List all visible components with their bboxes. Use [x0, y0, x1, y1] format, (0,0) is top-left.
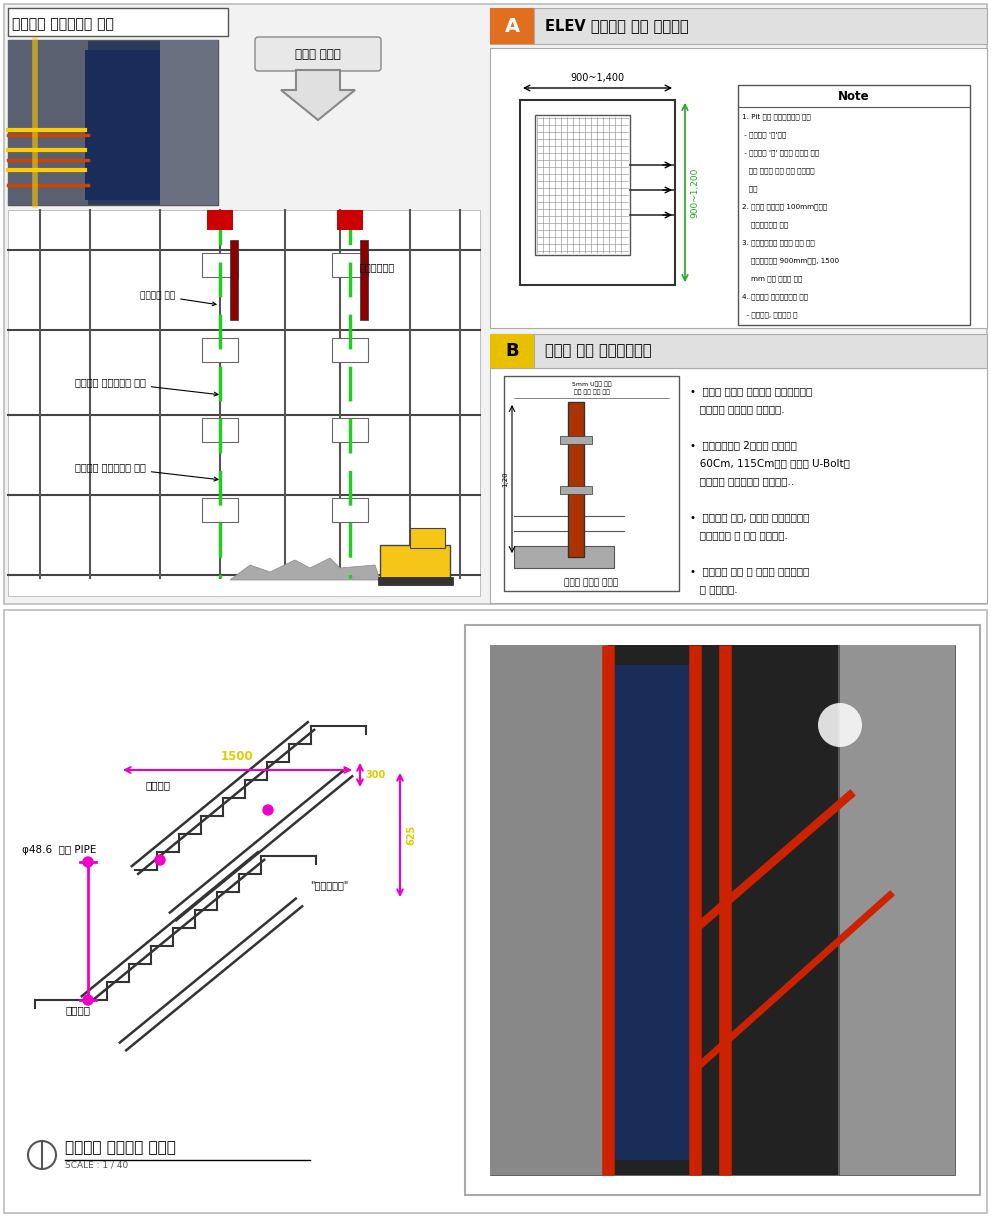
Text: 설치: 설치 — [742, 185, 757, 191]
Circle shape — [28, 1142, 56, 1170]
Bar — [514, 546, 614, 568]
Text: - 기본형은 'ㄱ'자형: - 기본형은 'ㄱ'자형 — [742, 131, 786, 138]
Bar — [85, 50, 160, 200]
Bar — [332, 498, 368, 522]
Text: •  단관파이프를 2단으로 바닥에서: • 단관파이프를 2단으로 바닥에서 — [690, 441, 797, 450]
Bar — [490, 333, 534, 368]
Circle shape — [818, 703, 862, 747]
Bar — [560, 486, 592, 494]
Circle shape — [83, 857, 93, 867]
Text: 파이브렴: 파이브렴 — [145, 780, 170, 790]
Bar — [465, 626, 980, 1195]
Bar — [202, 338, 238, 361]
Text: 3. 상부난간대는 바닥면 또는 동로: 3. 상부난간대는 바닥면 또는 동로 — [742, 239, 815, 246]
Bar — [8, 40, 218, 204]
Text: 또는 기존의 물품 다소 변경하여: 또는 기존의 물품 다소 변경하여 — [742, 167, 815, 174]
Bar — [337, 211, 363, 230]
Text: 625: 625 — [406, 825, 416, 845]
Bar — [615, 664, 700, 1160]
Polygon shape — [230, 559, 380, 581]
Bar — [378, 577, 453, 585]
Text: 안전대착용 후 작업 진행한다.: 안전대착용 후 작업 진행한다. — [690, 529, 788, 540]
Bar — [207, 211, 233, 230]
Text: 사용하여 안전난간을 설치한다..: 사용하여 안전난간을 설치한다.. — [690, 476, 794, 486]
Bar — [490, 9, 534, 44]
Bar — [490, 9, 987, 44]
Bar — [380, 545, 450, 581]
Text: 접근금지 수직보호망 설치: 접근금지 수직보호망 설치 — [12, 17, 114, 30]
Circle shape — [155, 856, 165, 865]
Bar — [490, 47, 987, 329]
Bar — [568, 402, 584, 557]
Text: 슬라브 단부 추락방지시설: 슬라브 단부 추락방지시설 — [545, 343, 651, 359]
Bar — [490, 645, 610, 1174]
Bar — [230, 240, 238, 320]
Text: 폐기물 반출구: 폐기물 반출구 — [295, 49, 341, 62]
Text: 판면으로부터 900mm이상, 1500: 판면으로부터 900mm이상, 1500 — [742, 257, 839, 264]
Text: 5mm U볼트 너트: 5mm U볼트 너트 — [572, 381, 611, 387]
Bar — [410, 528, 445, 548]
Bar — [608, 645, 838, 1174]
Text: φ48.6  단관 PIPE: φ48.6 단관 PIPE — [22, 845, 96, 856]
Text: Note: Note — [838, 90, 870, 103]
Bar — [840, 645, 955, 1174]
Bar — [504, 376, 679, 591]
Bar — [4, 4, 987, 604]
Text: 발끝막이판을 설치: 발끝막이판을 설치 — [742, 221, 788, 228]
Text: - 추락주의, 출입표시 등: - 추락주의, 출입표시 등 — [742, 312, 798, 318]
Circle shape — [263, 804, 273, 815]
Bar — [332, 253, 368, 277]
Text: "기성품상세": "기성품상세" — [310, 880, 349, 890]
Text: B: B — [505, 342, 519, 360]
Bar — [560, 436, 592, 444]
Bar — [332, 338, 368, 361]
Bar — [8, 40, 88, 204]
Text: 300: 300 — [365, 770, 385, 780]
Bar — [490, 333, 987, 368]
Text: 파이프렴: 파이프렴 — [65, 1005, 90, 1015]
Text: 900~1,200: 900~1,200 — [690, 167, 699, 218]
Text: ELEV 추락방지 시설 설치계획: ELEV 추락방지 시설 설치계획 — [545, 18, 689, 34]
Polygon shape — [281, 71, 355, 120]
Text: 1500: 1500 — [221, 750, 254, 763]
Text: 직보호망 설치: 직보호망 설치 — [140, 291, 216, 305]
Text: 60Cm, 115Cm되는 지점에 U-Bolt를: 60Cm, 115Cm되는 지점에 U-Bolt를 — [690, 458, 850, 469]
Bar — [202, 253, 238, 277]
Text: •  안전난간 설치, 해제시 해당근로자는: • 안전난간 설치, 해제시 해당근로자는 — [690, 512, 810, 522]
Text: 1. Pit 입구 형상감안하여 선정: 1. Pit 입구 형상감안하여 선정 — [742, 113, 811, 119]
Bar — [4, 610, 987, 1213]
Bar — [490, 368, 987, 602]
Text: 을 설치한다.: 을 설치한다. — [690, 584, 737, 594]
Bar — [332, 417, 368, 442]
Text: mm 이내 높이를 유지: mm 이내 높이를 유지 — [742, 275, 803, 281]
Text: A: A — [504, 17, 519, 35]
Text: 슬라브 난간대 상세도: 슬라브 난간대 상세도 — [565, 578, 618, 588]
Text: 2. 난간을 아래에는 100mm이상의: 2. 난간을 아래에는 100mm이상의 — [742, 203, 827, 209]
Bar — [160, 40, 218, 204]
Bar — [738, 85, 970, 325]
Text: 1,20: 1,20 — [502, 471, 508, 487]
Text: 900~1,400: 900~1,400 — [571, 73, 624, 83]
Text: •  작업구간 추락 및 낙임물 위험표지판: • 작업구간 추락 및 낙임물 위험표지판 — [690, 566, 810, 576]
Bar — [360, 240, 368, 320]
Text: 너트 이탈 방지 용접: 너트 이탈 방지 용접 — [574, 389, 609, 394]
Text: 접근금지 수직보호망 설치: 접근금지 수직보호망 설치 — [75, 377, 218, 396]
Text: SCALE : 1 / 40: SCALE : 1 / 40 — [65, 1161, 128, 1170]
Bar — [8, 211, 480, 596]
Text: 계단난간 안전시설 상세도: 계단난간 안전시설 상세도 — [65, 1140, 175, 1155]
Text: 맞닿도록 견고하게 설치한다.: 맞닿도록 견고하게 설치한다. — [690, 404, 785, 414]
Bar — [535, 114, 630, 256]
Bar — [202, 498, 238, 522]
Text: 4. 난간면에 화림표지판을 설치: 4. 난간면에 화림표지판을 설치 — [742, 293, 808, 299]
FancyBboxPatch shape — [255, 37, 381, 71]
Bar — [520, 100, 675, 285]
Text: 접근금지 수직보호망 설치: 접근금지 수직보호망 설치 — [75, 462, 218, 481]
Text: •  슬라브 난간이 콘크리트 바닥슬라브에: • 슬라브 난간이 콘크리트 바닥슬라브에 — [690, 386, 813, 396]
Bar — [490, 645, 955, 1174]
Text: 안전낙하설치: 안전낙하설치 — [360, 262, 395, 273]
Circle shape — [83, 996, 93, 1005]
Bar — [202, 417, 238, 442]
Bar — [8, 9, 228, 37]
Text: - 특별형은 'ㄱ' 자형을 별도의 제작: - 특별형은 'ㄱ' 자형을 별도의 제작 — [742, 148, 820, 156]
